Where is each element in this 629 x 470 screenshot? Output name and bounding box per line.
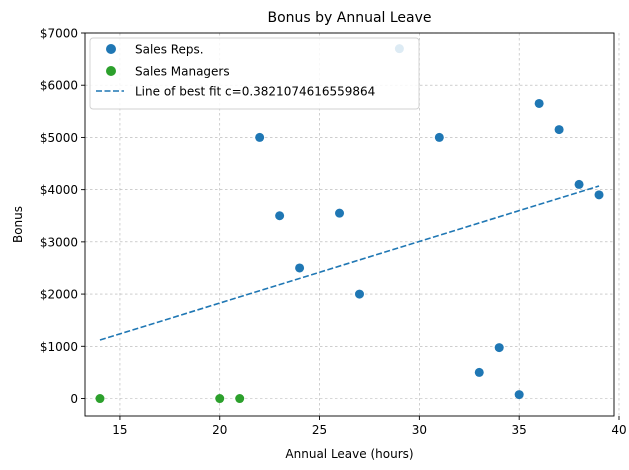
data-point-sales-rep	[295, 263, 305, 273]
chart-title: Bonus by Annual Leave	[267, 10, 431, 26]
y-tick-label: $6000	[40, 79, 78, 93]
x-axis: 15 20 25 30 35 40	[112, 416, 627, 437]
data-point-sales-rep	[434, 132, 444, 142]
y-tick-label: $4000	[40, 183, 78, 197]
y-tick-label: $3000	[40, 235, 78, 249]
x-axis-label: Annual Leave (hours)	[285, 447, 413, 461]
axes-frame	[84, 32, 615, 417]
y-tick-label: $5000	[40, 131, 78, 145]
x-tick-label: 40	[611, 423, 626, 437]
data-point-sales-manager	[215, 394, 225, 404]
legend-box	[89, 37, 420, 110]
x-tick-label: 15	[112, 423, 127, 437]
best-fit-line	[99, 185, 600, 341]
y-axis: 0 $1000 $2000 $3000 $4000 $5000 $6000 $7000	[40, 27, 85, 406]
legend: Sales Reps. Sales Managers Line of best …	[89, 37, 420, 110]
x-tick-label: 30	[412, 423, 427, 437]
data-point-sales-rep	[494, 343, 504, 353]
data-point-sales-rep	[255, 132, 265, 142]
x-tick-label: 35	[512, 423, 527, 437]
y-axis-label: Bonus	[11, 206, 25, 243]
data-point-sales-rep	[574, 179, 584, 189]
y-tick-label: $2000	[40, 288, 78, 302]
data-point-sales-manager	[95, 394, 105, 404]
x-tick-label: 25	[312, 423, 327, 437]
x-tick-label: 20	[212, 423, 227, 437]
y-tick-label: 0	[70, 392, 78, 406]
data-point-sales-rep	[275, 211, 285, 221]
data-point-sales-rep	[554, 125, 564, 135]
data-point-sales-rep	[514, 390, 524, 400]
data-point-sales-rep	[594, 190, 604, 200]
legend-marker-sales-managers	[106, 66, 116, 76]
data-point-sales-rep	[474, 367, 484, 377]
legend-label-sales-reps: Sales Reps.	[135, 43, 204, 57]
data-point-sales-rep	[534, 98, 544, 108]
legend-label-best-fit: Line of best fit c=0.3821074616559864	[135, 85, 375, 99]
data-point-sales-manager	[235, 394, 245, 404]
legend-label-sales-managers: Sales Managers	[135, 65, 230, 79]
data-point-sales-rep	[354, 289, 364, 299]
data-point-sales-rep	[335, 208, 345, 218]
y-tick-label: $7000	[40, 27, 78, 41]
y-tick-label: $1000	[40, 340, 78, 354]
legend-marker-sales-reps	[106, 44, 116, 54]
